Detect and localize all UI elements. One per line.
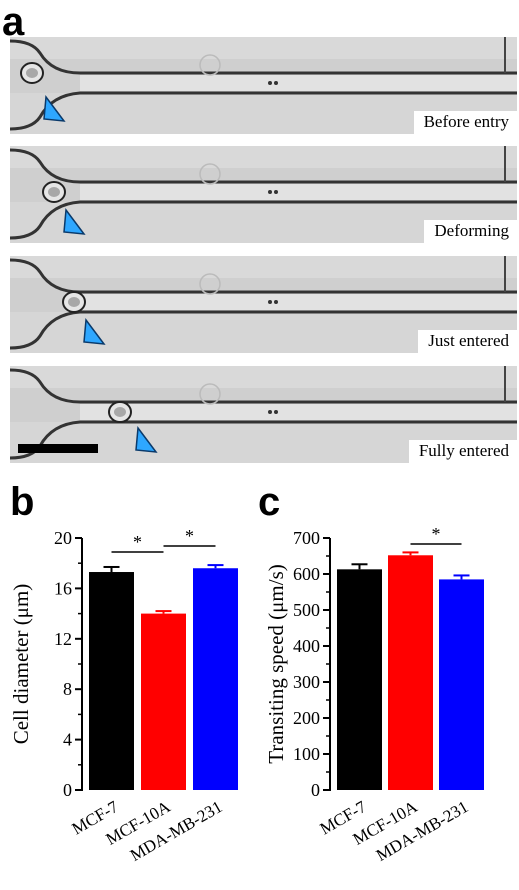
y-tick-label: 8 xyxy=(63,679,72,699)
panel-a-letter: a xyxy=(2,0,25,44)
y-axis-label: Cell diameter (μm) xyxy=(9,584,33,745)
y-axis-label: Transiting speed (μm/s) xyxy=(264,564,288,763)
panel-b-letter: b xyxy=(10,480,35,524)
y-tick-label: 200 xyxy=(293,708,320,728)
arrowhead-marker xyxy=(63,207,86,235)
channel-wall-top xyxy=(10,368,517,404)
y-tick-label: 16 xyxy=(54,578,72,598)
channel-lumen xyxy=(80,294,517,310)
channel-wall-top xyxy=(10,258,517,294)
particle xyxy=(274,190,278,194)
channel-lumen xyxy=(80,75,517,91)
panel-c-letter: c xyxy=(258,480,281,524)
particle xyxy=(274,410,278,414)
y-tick-label: 0 xyxy=(63,780,72,800)
significance-star: * xyxy=(432,524,441,544)
micrograph-frame-4: Fully entered xyxy=(10,366,517,463)
channel-lumen xyxy=(80,404,517,420)
cell-nucleus xyxy=(48,187,60,197)
debris xyxy=(199,383,221,405)
microchannel-image xyxy=(10,37,517,134)
channel-wall-top xyxy=(10,148,517,184)
debris xyxy=(199,54,221,76)
y-tick-label: 20 xyxy=(54,528,72,548)
upper-region xyxy=(10,366,517,388)
cell-nucleus xyxy=(114,407,126,417)
chart-cell-diameter: 0 4 8 12 16 20 Cell diameter (μm) MCF-7 MCF-10A M… xyxy=(0,480,260,890)
arrowhead-marker xyxy=(43,94,66,122)
y-tick-label: 4 xyxy=(63,730,72,750)
y-tick-label: 700 xyxy=(293,528,320,548)
micrograph-frame-2: Deforming xyxy=(10,146,517,243)
significance-star: * xyxy=(133,532,142,552)
particle xyxy=(268,190,272,194)
debris xyxy=(199,163,221,185)
frame-caption: Fully entered xyxy=(408,439,517,463)
upper-region xyxy=(10,37,517,59)
cell-nucleus xyxy=(68,297,80,307)
chart-transiting-speed: 0 100 200 300 400 500 600 700 Transiting speed (… xyxy=(259,480,519,890)
frame-caption: Just entered xyxy=(418,329,517,353)
y-tick-label: 0 xyxy=(311,780,320,800)
bar xyxy=(388,555,433,790)
particle xyxy=(268,300,272,304)
debris xyxy=(199,273,221,295)
bar xyxy=(89,572,134,790)
bar xyxy=(141,613,186,790)
particle xyxy=(268,81,272,85)
bar xyxy=(439,579,484,790)
y-tick-label: 600 xyxy=(293,564,320,584)
channel-wall-bottom xyxy=(10,310,517,350)
arrowhead-marker xyxy=(83,317,106,345)
channel-wall-bottom xyxy=(10,91,517,131)
scale-bar xyxy=(18,444,98,453)
significance-star: * xyxy=(185,526,194,546)
upper-region xyxy=(10,256,517,278)
particle xyxy=(274,300,278,304)
bar xyxy=(337,569,382,790)
channel-wall-top xyxy=(10,39,517,75)
channel-wall-bottom xyxy=(10,200,517,240)
y-tick-label: 100 xyxy=(293,744,320,764)
cell-nucleus xyxy=(26,68,38,78)
micrograph-frame-3: Just entered xyxy=(10,256,517,353)
arrowhead-marker xyxy=(135,425,158,453)
frame-caption: Deforming xyxy=(424,219,517,243)
frame-caption: Before entry xyxy=(413,110,517,134)
y-tick-label: 400 xyxy=(293,636,320,656)
particle xyxy=(268,410,272,414)
y-tick-label: 12 xyxy=(54,629,72,649)
y-tick-label: 300 xyxy=(293,672,320,692)
y-tick-label: 500 xyxy=(293,600,320,620)
bar xyxy=(193,568,238,790)
channel-lumen xyxy=(80,184,517,200)
particle xyxy=(274,81,278,85)
micrograph-frame-1: Before entry xyxy=(10,37,517,134)
upper-region xyxy=(10,146,517,168)
